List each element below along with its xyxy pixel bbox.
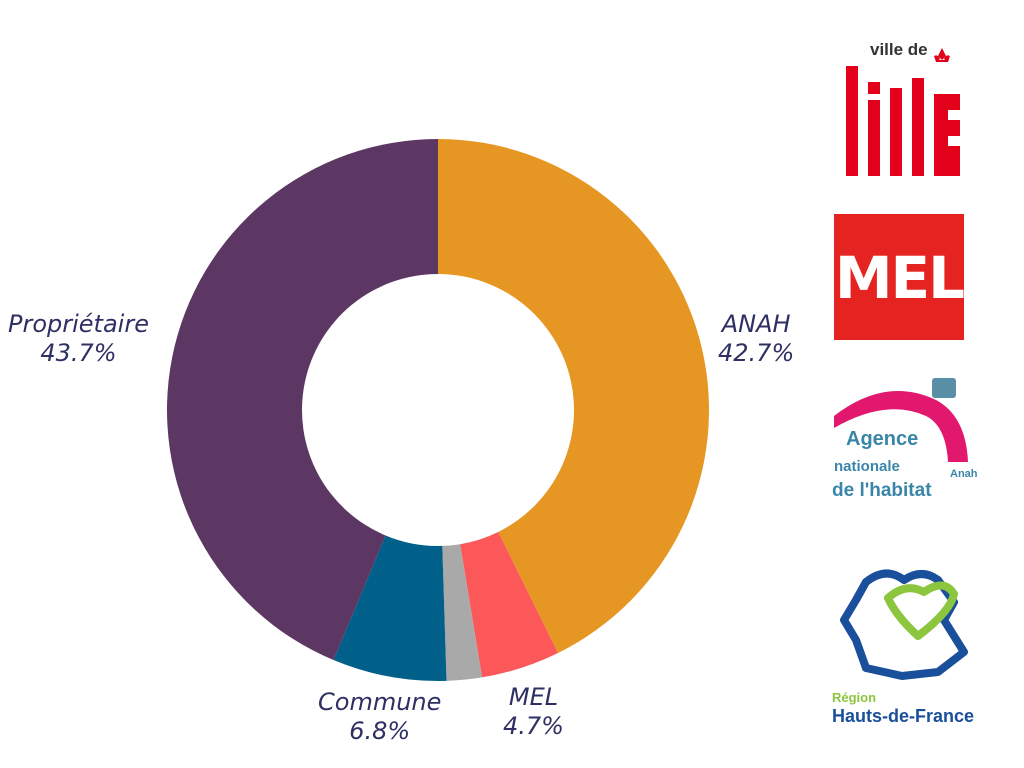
slice-name-commune: Commune bbox=[318, 688, 442, 716]
lille-wordmark bbox=[846, 48, 962, 176]
slice-value-anah: 42.7% bbox=[718, 339, 795, 367]
slice-label-proprietaire: Propriétaire 43.7% bbox=[8, 310, 149, 368]
region-label: Région bbox=[832, 690, 877, 705]
slice-name-proprietaire: Propriétaire bbox=[8, 310, 149, 338]
logo-mel: MEL bbox=[834, 214, 965, 340]
anah-square-icon bbox=[932, 378, 956, 398]
donut-svg bbox=[167, 139, 710, 681]
slice-label-commune: Commune 6.8% bbox=[318, 688, 441, 746]
region-heart-icon bbox=[884, 581, 958, 640]
slice-value-proprietaire: 43.7% bbox=[40, 339, 117, 367]
anah-line1: Agence bbox=[846, 428, 919, 450]
slice-value-mel: 4.7% bbox=[503, 712, 564, 740]
donut-slice-other-2 bbox=[442, 544, 483, 681]
slice-label-mel: MEL 4.7% bbox=[503, 683, 564, 741]
lille-letters bbox=[846, 66, 962, 176]
anah-line3: de l'habitat bbox=[832, 480, 932, 501]
slice-name-anah: ANAH bbox=[721, 310, 791, 338]
donut-slice-propriétaire bbox=[167, 139, 439, 661]
anah-abbr: Anah bbox=[950, 468, 978, 480]
donut-slice-commune bbox=[333, 535, 447, 681]
donut-slice-anah bbox=[438, 139, 710, 653]
slice-label-anah: ANAH 42.7% bbox=[718, 310, 794, 368]
logo-region-hauts-de-france: Région Hauts-de-France bbox=[826, 560, 1001, 730]
region-map-icon bbox=[840, 569, 968, 680]
lille-tagline: ville de bbox=[870, 40, 928, 59]
anah-line2: nationale bbox=[834, 458, 900, 475]
mel-badge bbox=[834, 214, 964, 340]
donut-chart: ANAH 42.7% MEL 4.7% Commune 6.8% Proprié… bbox=[8, 139, 794, 746]
fleur-de-lys-icon bbox=[934, 48, 950, 62]
logo-ville-de-lille: ville de bbox=[830, 38, 980, 183]
anah-roof-icon bbox=[834, 391, 968, 462]
donut-slice-mel bbox=[460, 531, 558, 678]
region-name: Hauts-de-France bbox=[832, 706, 975, 726]
mel-wordmark: MEL bbox=[834, 244, 965, 312]
anah-emblem bbox=[834, 378, 968, 462]
logo-anah: Agence nationale de l'habitat Anah bbox=[826, 376, 986, 508]
slice-name-mel: MEL bbox=[508, 683, 559, 711]
slice-value-commune: 6.8% bbox=[349, 717, 411, 745]
